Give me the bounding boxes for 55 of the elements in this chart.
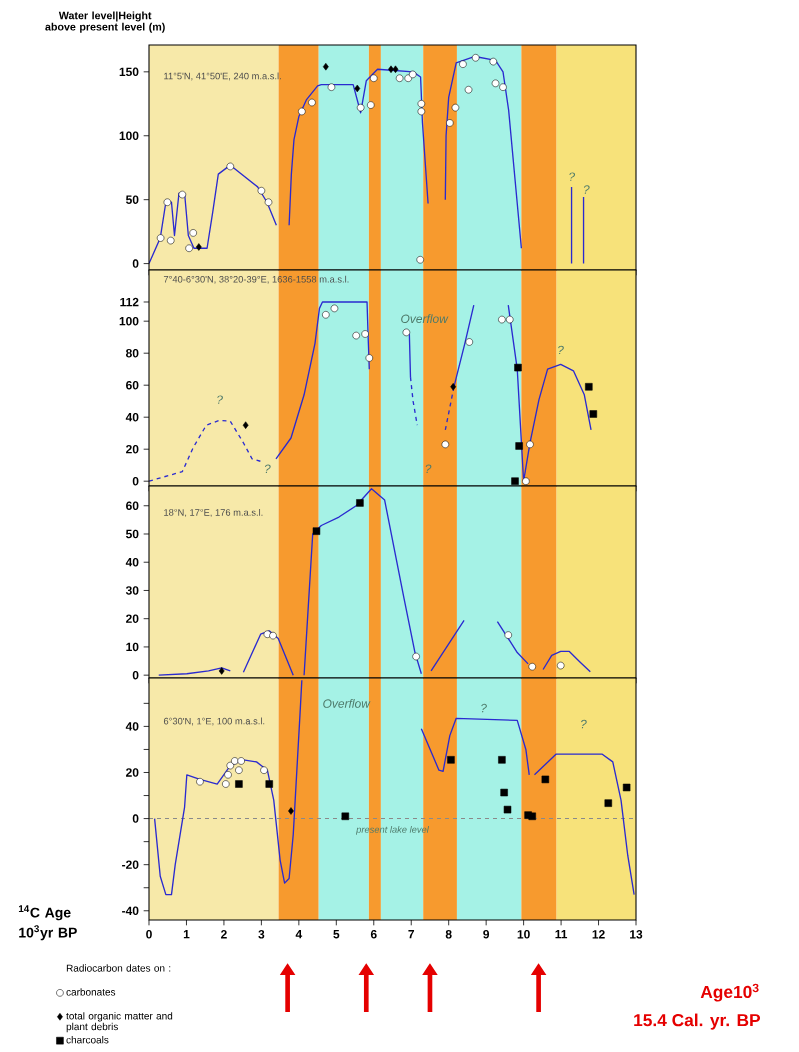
legend-label: carbonates	[66, 988, 116, 996]
y-tick-label: -40	[122, 906, 139, 916]
x-tick-label: 13	[630, 930, 643, 939]
x-tick-label: 8	[445, 930, 452, 939]
y-tick-label: 40	[125, 722, 139, 731]
y-tick-label: 112	[120, 297, 139, 307]
y-tick-label: 20	[126, 614, 139, 623]
annotation: ?	[569, 172, 576, 181]
legend-title: Radiocarbon dates on :	[66, 964, 171, 972]
y-tick-label: 150	[119, 67, 139, 77]
y-tick-label: 20	[126, 768, 139, 777]
y-tick-label: 20	[126, 444, 139, 454]
y-tick-label: 40	[125, 412, 139, 422]
y-axis-title: Water level|Height above present level (m)	[45, 11, 165, 33]
annotation: ?	[425, 464, 432, 473]
annotation: ?	[558, 345, 564, 355]
text: Age10$^{3}$	[700, 983, 759, 1002]
y-tick-label: 0	[132, 259, 139, 268]
x-tick-label: 3	[258, 930, 265, 939]
annotation: ?	[264, 464, 271, 473]
annotation: 18°N, 17°E, 176 m.a.s.l.	[164, 508, 263, 517]
y-tick-label: 50	[125, 529, 139, 539]
y-tick-label: 80	[125, 348, 139, 358]
y-tick-label: 0	[132, 476, 139, 486]
y-tick-label: 60	[126, 501, 139, 511]
y-tick-label: 100	[119, 316, 139, 326]
x-tick-label: 2	[221, 930, 227, 939]
x-tick-label: 6	[370, 930, 377, 939]
x-tick-label: 12	[592, 930, 605, 939]
legend-label: charcoals	[66, 1036, 109, 1044]
text: 15.4 Cal. yr. BP	[634, 1013, 761, 1030]
x-tick-label: 1	[183, 930, 190, 939]
y-tick-label: 40	[125, 557, 139, 567]
legend-label: total organic matter and plant debris	[66, 1012, 173, 1033]
y-tick-label: 0	[132, 814, 139, 823]
x-tick-label: 0	[146, 930, 152, 939]
x-tick-label: 4	[295, 930, 303, 939]
annotation: ?	[581, 719, 587, 729]
y-tick-label: 50	[125, 195, 139, 204]
annotation: ?	[481, 703, 487, 713]
annotation: 6°30'N, 1°E, 100 m.a.s.l.	[163, 717, 265, 726]
x-tick-label: 7	[408, 930, 415, 939]
y-tick-label: -20	[122, 860, 139, 869]
x-tick-label: 9	[483, 930, 490, 939]
y-tick-label: 10	[126, 642, 139, 652]
y-tick-label: 60	[126, 380, 139, 390]
annotation: ?	[217, 395, 223, 404]
x-tick-label: 5	[333, 930, 340, 939]
x-tick-label: 10	[517, 930, 530, 939]
y-tick-label: 100	[119, 131, 139, 141]
annotation: ?	[583, 185, 590, 194]
y-tick-label: 0	[132, 670, 139, 680]
x-tick-label: 11	[555, 930, 568, 939]
y-tick-label: 30	[125, 586, 139, 595]
x-axis-title: $^{14}$C Age 10$^{3}$yr BP	[18, 905, 77, 941]
